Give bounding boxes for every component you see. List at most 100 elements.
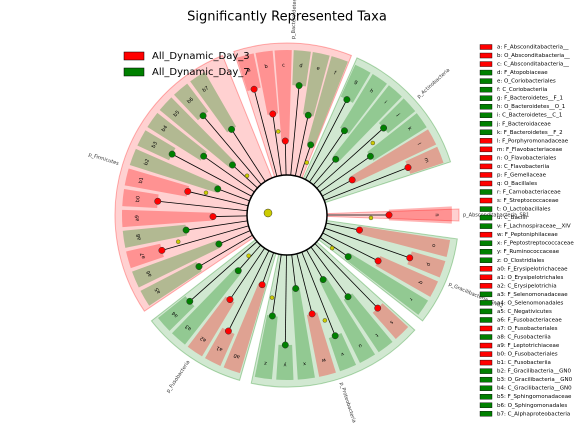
neutral-node xyxy=(203,190,209,195)
taxon-wedge xyxy=(276,344,294,380)
key-swatch xyxy=(479,138,493,144)
taxon-label: b0 xyxy=(135,196,142,203)
taxon-label: b xyxy=(264,64,268,70)
title: Significantly Represented Taxa xyxy=(187,10,387,25)
taxon-wedge xyxy=(302,52,330,117)
branch xyxy=(229,247,265,300)
key-label: m: F_Flavobacteriaceae xyxy=(497,147,563,153)
taxon-wedge xyxy=(126,243,164,269)
key-label: e: O_Coriobacteriales xyxy=(497,79,556,85)
taxon-node xyxy=(168,150,176,158)
taxon-label: s xyxy=(388,319,394,325)
key-label: v: F_Lachnospiraceae__XIV xyxy=(497,224,571,230)
key-label: a3: F_Selenomonadaceae xyxy=(497,292,568,298)
taxon-node xyxy=(344,293,352,301)
branch xyxy=(186,220,248,231)
key-label: o: C_Flavobacteriia xyxy=(497,164,549,170)
neutral-node xyxy=(176,239,181,244)
key-label: b0: O_Fusobacteriales xyxy=(497,352,558,358)
taxon-wedge xyxy=(187,296,235,357)
key-swatch xyxy=(479,155,493,161)
branch xyxy=(313,159,336,186)
taxon-node xyxy=(404,164,412,171)
key-swatch xyxy=(479,180,493,187)
phylum-label: p_Actinobacteria xyxy=(416,67,451,99)
taxon-wedge xyxy=(122,188,159,209)
branch xyxy=(322,232,379,262)
taxon-label: a0 xyxy=(233,352,241,360)
key-label: t: O_Lactobacillales xyxy=(497,207,551,213)
taxon-node xyxy=(307,141,315,149)
legend-label: All_Dynamic_Day_3 xyxy=(152,51,250,62)
key-label: b: O_Absconditabacteria__ xyxy=(497,53,570,59)
key-label: b4: C_Gracilibacteria__GN0 xyxy=(497,386,572,392)
key-label: l: F_Porphyromonadaceae xyxy=(497,138,569,144)
branch xyxy=(202,115,262,185)
taxon-node xyxy=(269,110,277,118)
taxon-node xyxy=(214,185,222,193)
taxon-label: t xyxy=(374,332,379,338)
taxon-node xyxy=(308,310,316,318)
taxon-wedge xyxy=(378,98,416,134)
key-label: g: F_Bacteroidetes__F_1 xyxy=(497,96,563,102)
key-swatch xyxy=(479,359,493,366)
key-label: a5: C_Negativicutes xyxy=(497,309,552,315)
key-swatch xyxy=(479,44,493,50)
branch xyxy=(218,230,251,245)
key-swatch xyxy=(479,231,493,238)
taxon-node xyxy=(385,211,393,219)
key-label: w: F_Peptoniphilaceae xyxy=(497,232,558,238)
key-swatch xyxy=(479,274,493,281)
key-swatch xyxy=(479,163,493,170)
taxon-label: b2 xyxy=(143,158,151,166)
phylum-label: p_Bacteroidetes xyxy=(291,0,298,39)
branch xyxy=(305,99,348,180)
key-swatch xyxy=(479,300,493,306)
branch xyxy=(237,244,261,271)
taxon-wedge xyxy=(124,168,190,197)
legend-swatch xyxy=(123,67,145,77)
branch xyxy=(271,254,282,317)
key-label: a8: C_Fusobacteriia xyxy=(497,335,551,341)
branch xyxy=(322,179,353,197)
branch xyxy=(261,252,274,285)
key-swatch xyxy=(479,214,493,221)
key-label: f: C_Coriobacteriia xyxy=(497,87,547,93)
taxon-label: u xyxy=(357,342,363,349)
key-swatch xyxy=(479,249,493,255)
taxon-wedge xyxy=(255,50,279,115)
phylum-label: p_Fusobacteria xyxy=(165,360,191,395)
key-swatch xyxy=(479,197,493,204)
taxon-node xyxy=(281,341,289,349)
neutral-node xyxy=(269,295,275,300)
taxon-wedge xyxy=(291,287,315,380)
key-label: a0: F_Erysipelotrichaceae xyxy=(497,266,568,272)
key-swatch xyxy=(479,52,493,59)
branch xyxy=(161,225,249,251)
key-label: s: F_Streptococcaceae xyxy=(497,198,559,204)
taxon-node xyxy=(292,285,300,292)
taxon-node xyxy=(343,96,351,104)
branch xyxy=(284,141,287,176)
branch xyxy=(217,188,250,202)
taxon-node xyxy=(195,263,203,270)
legend: All_Dynamic_Day_3 All_Dynamic_Day_7 xyxy=(123,51,250,78)
taxon-node xyxy=(304,111,312,119)
taxon-label: a3 xyxy=(184,323,193,332)
taxon-label: b3 xyxy=(151,141,159,149)
branch xyxy=(296,253,313,314)
branch xyxy=(324,167,409,201)
key-swatch xyxy=(479,291,493,298)
taxon-label: a5 xyxy=(154,286,162,294)
key-label: z: O_Clostridiales xyxy=(497,258,544,264)
taxon-wedge xyxy=(328,333,357,372)
taxon-wedge xyxy=(407,251,446,278)
branch xyxy=(198,234,253,267)
taxon-label: a7 xyxy=(139,252,146,260)
branch xyxy=(284,254,287,345)
taxon-node xyxy=(374,304,382,312)
key-swatch xyxy=(479,376,493,383)
neutral-node xyxy=(329,245,335,251)
taxon-wedge xyxy=(147,112,207,161)
